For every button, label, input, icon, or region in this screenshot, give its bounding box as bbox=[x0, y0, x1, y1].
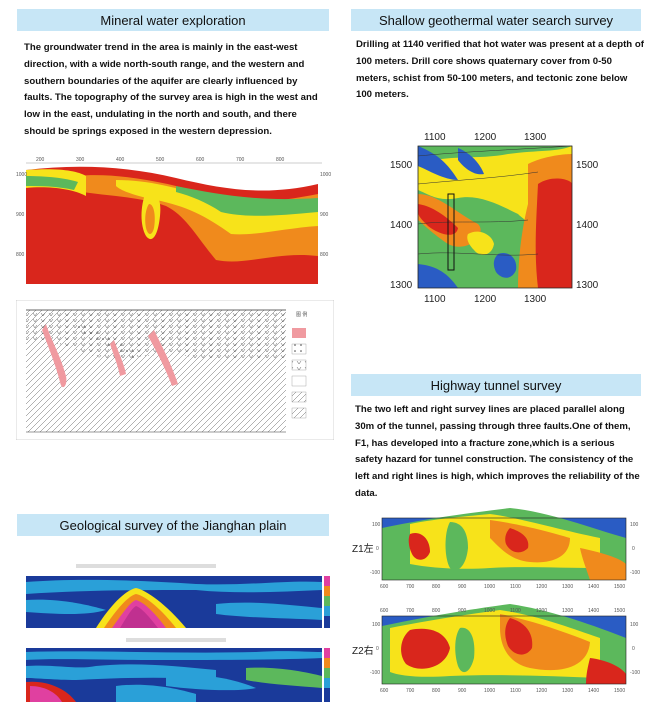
tunnel-xtick: 700 bbox=[406, 608, 415, 614]
svg-text:图 例: 图 例 bbox=[296, 311, 307, 318]
tunnel-z1-ytick: 0 bbox=[376, 546, 379, 552]
tunnel-xtick: 600 bbox=[380, 608, 389, 614]
mineral-text: The groundwater trend in the area is mai… bbox=[24, 42, 318, 137]
tunnel-line2-label: Z2右 bbox=[352, 644, 374, 657]
tunnel-xtick: 900 bbox=[458, 688, 467, 694]
tunnel-z1-ytick: 100 bbox=[372, 522, 381, 528]
tunnel-title-banner: Highway tunnel survey bbox=[351, 374, 641, 396]
tunnel-z1-ytick-right: 0 bbox=[632, 546, 635, 552]
tunnel-z1-ytick-right: -100 bbox=[630, 570, 640, 576]
tunnel-line1-label: Z1左 bbox=[352, 542, 374, 555]
svg-text:900: 900 bbox=[16, 212, 25, 218]
geothermal-xtick-top: 1100 bbox=[424, 132, 446, 143]
jianghan-section-upper bbox=[16, 560, 334, 634]
tunnel-xtick: 1200 bbox=[536, 584, 547, 590]
geothermal-xtick-bottom: 1200 bbox=[474, 294, 497, 305]
svg-text:900: 900 bbox=[320, 212, 329, 218]
tunnel-z2-ytick-right: 0 bbox=[632, 646, 635, 652]
geothermal-ytick-right: 1400 bbox=[576, 220, 599, 231]
tunnel-z2-ytick: -100 bbox=[370, 670, 380, 676]
tunnel-xtick: 1200 bbox=[536, 688, 547, 694]
borehole-marker bbox=[447, 193, 455, 271]
svg-text:800: 800 bbox=[320, 252, 329, 258]
tunnel-xtick: 1100 bbox=[510, 608, 521, 614]
svg-text:500: 500 bbox=[156, 157, 165, 163]
tunnel-z2-xticks-top: 600 700 800 900 1000 1100 1200 1300 1400… bbox=[380, 608, 625, 614]
geothermal-plot bbox=[417, 145, 573, 289]
tunnel-xtick: 700 bbox=[406, 584, 415, 590]
mineral-title: Mineral water exploration bbox=[100, 12, 246, 28]
jianghan-title-banner: Geological survey of the Jianghan plain bbox=[17, 514, 329, 536]
svg-text:200: 200 bbox=[36, 157, 45, 163]
tunnel-xtick: 900 bbox=[458, 584, 467, 590]
tunnel-xtick: 900 bbox=[458, 608, 467, 614]
mineral-geologic-section: 图 例 bbox=[16, 300, 334, 440]
tunnel-z1-ytick-right: 100 bbox=[630, 522, 639, 528]
tunnel-line-z2 bbox=[381, 604, 627, 685]
svg-text:700: 700 bbox=[236, 157, 245, 163]
svg-text:800: 800 bbox=[16, 252, 25, 258]
geothermal-ytick-right: 1300 bbox=[576, 280, 599, 291]
tunnel-z1-ytick: -100 bbox=[370, 570, 380, 576]
svg-text:600: 600 bbox=[196, 157, 205, 163]
tunnel-xtick: 800 bbox=[432, 688, 441, 694]
jianghan-section-lower bbox=[16, 636, 334, 704]
tunnel-z2-xticks-bottom: 600 700 800 900 1000 1100 1200 1300 1400… bbox=[380, 688, 625, 694]
tunnel-z2-ytick-right: -100 bbox=[630, 670, 640, 676]
geothermal-ytick-left: 1300 bbox=[390, 280, 413, 291]
tunnel-xtick: 1500 bbox=[614, 584, 625, 590]
tunnel-xtick: 600 bbox=[380, 688, 389, 694]
tunnel-text: The two left and right survey lines are … bbox=[355, 404, 640, 499]
jianghan-title: Geological survey of the Jianghan plain bbox=[59, 517, 287, 533]
geothermal-xtick-top: 1200 bbox=[474, 132, 497, 143]
tunnel-xtick: 1300 bbox=[562, 608, 573, 614]
svg-text:400: 400 bbox=[116, 157, 125, 163]
geothermal-ytick-left: 1400 bbox=[390, 220, 413, 231]
tunnel-xtick: 1400 bbox=[588, 688, 599, 694]
tunnel-xtick: 800 bbox=[432, 584, 441, 590]
tunnel-z2-ytick-right: 100 bbox=[630, 622, 639, 628]
tunnel-xtick: 1000 bbox=[484, 688, 495, 694]
tunnel-xtick: 1000 bbox=[484, 608, 495, 614]
tunnel-xtick: 1500 bbox=[614, 688, 625, 694]
geothermal-ytick-right: 1500 bbox=[576, 160, 599, 171]
svg-text:1000: 1000 bbox=[320, 172, 331, 178]
tunnel-xtick: 600 bbox=[380, 584, 389, 590]
tunnel-xtick: 1400 bbox=[588, 584, 599, 590]
geothermal-title: Shallow geothermal water search survey bbox=[378, 12, 614, 28]
tunnel-z1-xticks: 600 700 800 900 1000 1100 1200 1300 1400… bbox=[380, 584, 625, 590]
mineral-title-banner: Mineral water exploration bbox=[17, 9, 329, 31]
tunnel-xtick: 1200 bbox=[536, 608, 547, 614]
geothermal-xtick-bottom: 1100 bbox=[424, 294, 446, 305]
geothermal-xtick-bottom: 1300 bbox=[524, 294, 547, 305]
geothermal-text: Drilling at 1140 verified that hot water… bbox=[356, 39, 644, 101]
tunnel-z2-ytick: 0 bbox=[376, 646, 379, 652]
tunnel-z2-ytick: 100 bbox=[372, 622, 381, 628]
geothermal-contour-map: 1100 1200 1300 1100 1200 1300 1500 1400 … bbox=[388, 124, 612, 312]
svg-text:300: 300 bbox=[76, 157, 85, 163]
mineral-resistivity-section: 200 300 400 500 600 700 800 1000 900 800 1000 900 8… bbox=[16, 156, 334, 292]
tunnel-line-z1 bbox=[381, 508, 627, 581]
tunnel-xtick: 1000 bbox=[484, 584, 495, 590]
tunnel-title: Highway tunnel survey bbox=[430, 377, 562, 393]
tunnel-xtick: 800 bbox=[432, 608, 441, 614]
tunnel-survey-sections: Z1左 100 0 -100 100 0 -100 600 700 800 90… bbox=[350, 508, 648, 702]
tunnel-xtick: 1300 bbox=[562, 688, 573, 694]
geothermal-xtick-top: 1300 bbox=[524, 132, 547, 143]
tunnel-xtick: 1400 bbox=[588, 608, 599, 614]
tunnel-xtick: 1100 bbox=[510, 584, 521, 590]
svg-text:1000: 1000 bbox=[16, 172, 27, 178]
tunnel-xtick: 700 bbox=[406, 688, 415, 694]
geothermal-title-banner: Shallow geothermal water search survey bbox=[351, 9, 641, 31]
tunnel-xtick: 1100 bbox=[510, 688, 521, 694]
svg-text:800: 800 bbox=[276, 157, 285, 163]
geothermal-ytick-left: 1500 bbox=[390, 160, 413, 171]
tunnel-xtick: 1300 bbox=[562, 584, 573, 590]
tunnel-xtick: 1500 bbox=[614, 608, 625, 614]
